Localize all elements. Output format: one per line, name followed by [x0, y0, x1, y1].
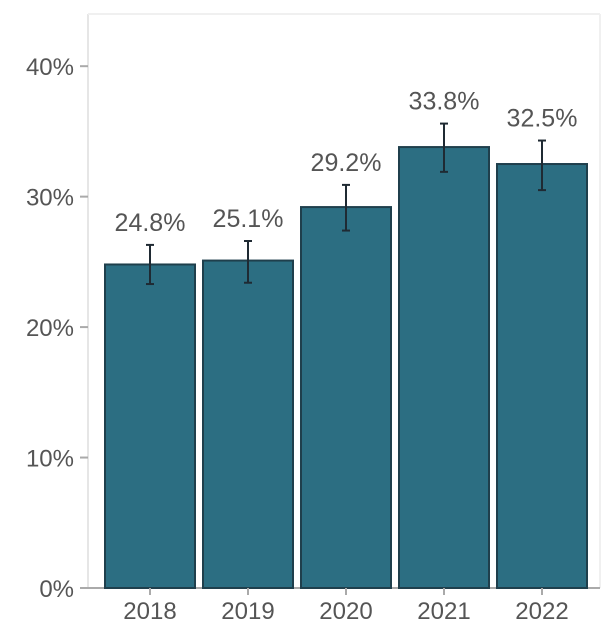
x-axis: 2018 2019 2020 2021 2022 — [123, 588, 569, 622]
y-tick-label: 10% — [26, 446, 74, 473]
data-label-2020: 29.2% — [311, 149, 382, 177]
x-tick-label-2022: 2022 — [515, 598, 568, 622]
x-tick-label-2020: 2020 — [319, 598, 372, 622]
data-label-2019: 25.1% — [213, 205, 284, 233]
bar-2020 — [300, 206, 392, 589]
x-tick-label-2021: 2021 — [417, 598, 470, 622]
x-tick-label-2019: 2019 — [221, 598, 274, 622]
bar-2018 — [104, 263, 196, 589]
bar-2022 — [496, 163, 588, 589]
y-axis: 0% 10% 20% 30% 40% — [26, 54, 88, 603]
y-tick-label: 40% — [26, 54, 74, 81]
x-tick-label-2018: 2018 — [123, 598, 176, 622]
y-tick-label: 30% — [26, 185, 74, 212]
data-label-2022: 32.5% — [507, 105, 578, 133]
y-tick-label: 20% — [26, 315, 74, 342]
error-bars — [146, 122, 546, 286]
data-label-2021: 33.8% — [409, 88, 480, 116]
data-label-2018: 24.8% — [115, 209, 186, 237]
bars — [104, 146, 588, 589]
data-labels: 24.8% 25.1% 29.2% 33.8% 32.5% — [115, 88, 578, 237]
bar-2019 — [202, 259, 294, 589]
bar-2021 — [398, 146, 490, 589]
y-tick-label: 0% — [39, 576, 74, 603]
